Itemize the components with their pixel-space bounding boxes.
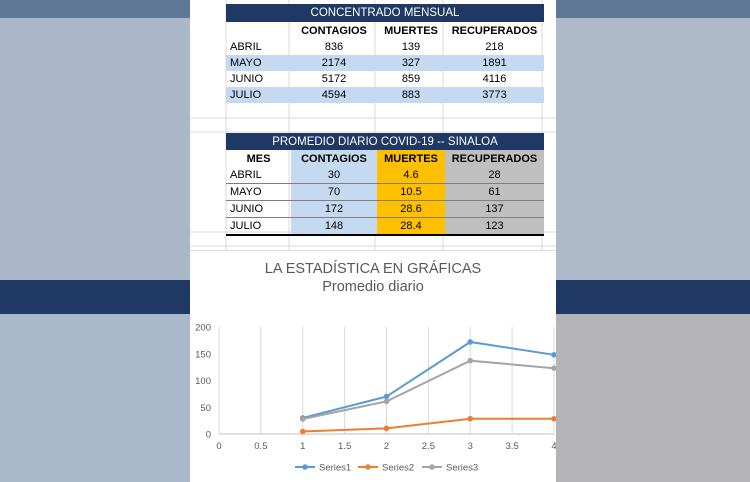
y-tick-label: 100 (195, 376, 211, 387)
legend-label: Series2 (382, 463, 414, 474)
header-muertes: MUERTES (377, 150, 445, 167)
legend-swatch-marker (429, 464, 435, 470)
contagios-cell: 836 (324, 41, 344, 53)
data-point (467, 357, 474, 364)
month-cell: MAYO (226, 55, 291, 71)
recuperados-cell: 218 (485, 41, 504, 53)
data-point (383, 425, 390, 432)
recuperados-cell: 123 (445, 217, 544, 236)
header-contagios: CONTAGIOS (291, 150, 377, 167)
data-point (299, 416, 306, 422)
recuperados-cell: 137 (445, 200, 544, 218)
month-cell: JUNIO (230, 73, 263, 85)
x-tick-label: 1.5 (338, 441, 351, 452)
blurred-background-right (556, 0, 750, 482)
chart-title: LA ESTADÍSTICA EN GRÁFICAS (264, 261, 482, 277)
monthly-summary-table: CONCENTRADO MENSUAL CONTAGIOS MUERTES RE… (226, 4, 544, 103)
y-tick-label: 200 (195, 323, 211, 334)
month-cell: MAYO (226, 183, 291, 201)
contagios-cell: 2174 (291, 55, 377, 71)
month-cell: JULIO (226, 217, 291, 236)
contagios-cell: 4594 (291, 87, 377, 103)
legend-swatch-marker (302, 464, 308, 470)
line-chart: LA ESTADÍSTICA EN GRÁFICAS Promedio diar… (190, 250, 556, 482)
muertes-cell: 883 (377, 87, 445, 103)
monthly-summary-title: CONCENTRADO MENSUAL (226, 4, 544, 22)
contagios-cell: 148 (291, 217, 377, 236)
muertes-cell: 859 (401, 73, 421, 85)
table-row: JULIO 4594 883 3773 (226, 87, 544, 103)
table-row: JUNIO 5172 859 4116 (226, 71, 544, 87)
legend-label: Series1 (319, 463, 351, 474)
spreadsheet-view: CONCENTRADO MENSUAL CONTAGIOS MUERTES RE… (190, 0, 556, 482)
muertes-cell: 4.6 (377, 167, 445, 184)
recuperados-cell: 28 (445, 167, 544, 184)
x-tick-label: 1 (300, 441, 305, 452)
x-tick-label: 0 (216, 441, 221, 452)
month-cell: ABRIL (226, 167, 291, 184)
data-point (383, 398, 390, 405)
legend-label: Series3 (446, 463, 478, 474)
recuperados-cell: 4116 (482, 73, 507, 85)
recuperados-cell: 61 (445, 183, 544, 201)
header-mes: MES (246, 152, 271, 165)
table-row: MAYO 2174 327 1891 (226, 55, 544, 71)
header-blank (226, 22, 291, 39)
x-tick-label: 3.5 (506, 441, 519, 452)
muertes-cell: 10.5 (377, 183, 445, 201)
x-tick-label: 2.5 (422, 441, 435, 452)
data-point (467, 415, 474, 422)
month-cell: ABRIL (230, 41, 262, 53)
chart-plot: 0 0.5 1 1.5 2 2.5 3 3.5 4 0 50 100 150 200 Series1 Seri… (195, 323, 556, 474)
header-recuperados: RECUPERADOS (451, 24, 538, 37)
header-recuperados: RECUPERADOS (445, 150, 544, 167)
data-point (551, 352, 556, 358)
month-cell: JUNIO (226, 200, 291, 218)
y-tick-label: 150 (195, 349, 211, 360)
x-tick-label: 3 (468, 441, 473, 452)
table-row: MAYO 70 10.5 61 (226, 183, 544, 201)
recuperados-cell: 3773 (445, 87, 544, 103)
series-line (302, 417, 555, 433)
month-cell: JULIO (226, 87, 291, 103)
muertes-cell: 327 (377, 55, 445, 71)
table-row: JULIO 148 28.4 123 (226, 217, 544, 236)
muertes-cell: 28.6 (377, 200, 445, 218)
y-tick-label: 0 (206, 430, 211, 441)
table-row: ABRIL 836 139 218 (226, 39, 544, 55)
x-tick-label: 0.5 (254, 441, 267, 452)
recuperados-cell: 1891 (445, 55, 544, 71)
muertes-cell: 139 (401, 41, 421, 53)
blurred-background-left (0, 0, 190, 482)
data-point (551, 416, 556, 422)
x-tick-label: 2 (384, 441, 389, 452)
contagios-cell: 5172 (321, 73, 347, 85)
data-point (383, 393, 390, 400)
daily-average-table: PROMEDIO DIARIO COVID-19 -- SINALOA MES … (226, 133, 544, 236)
series-line (302, 359, 555, 420)
table-row: ABRIL 30 4.6 28 (226, 167, 544, 184)
series-line (302, 340, 555, 419)
contagios-cell: 172 (291, 200, 377, 218)
data-point (467, 339, 474, 345)
chart-subtitle: Promedio diario (322, 279, 424, 295)
data-point (551, 365, 556, 371)
table-row: JUNIO 172 28.6 137 (226, 200, 544, 218)
y-tick-label: 50 (200, 403, 211, 414)
contagios-cell: 70 (291, 183, 377, 201)
header-muertes: MUERTES (384, 24, 438, 37)
daily-average-title: PROMEDIO DIARIO COVID-19 -- SINALOA (226, 133, 544, 150)
header-contagios: CONTAGIOS (301, 24, 367, 37)
data-point (299, 428, 306, 435)
legend-swatch-marker (365, 464, 371, 470)
x-tick-label: 4 (551, 441, 556, 452)
contagios-cell: 30 (291, 167, 377, 184)
muertes-cell: 28.4 (377, 217, 445, 236)
